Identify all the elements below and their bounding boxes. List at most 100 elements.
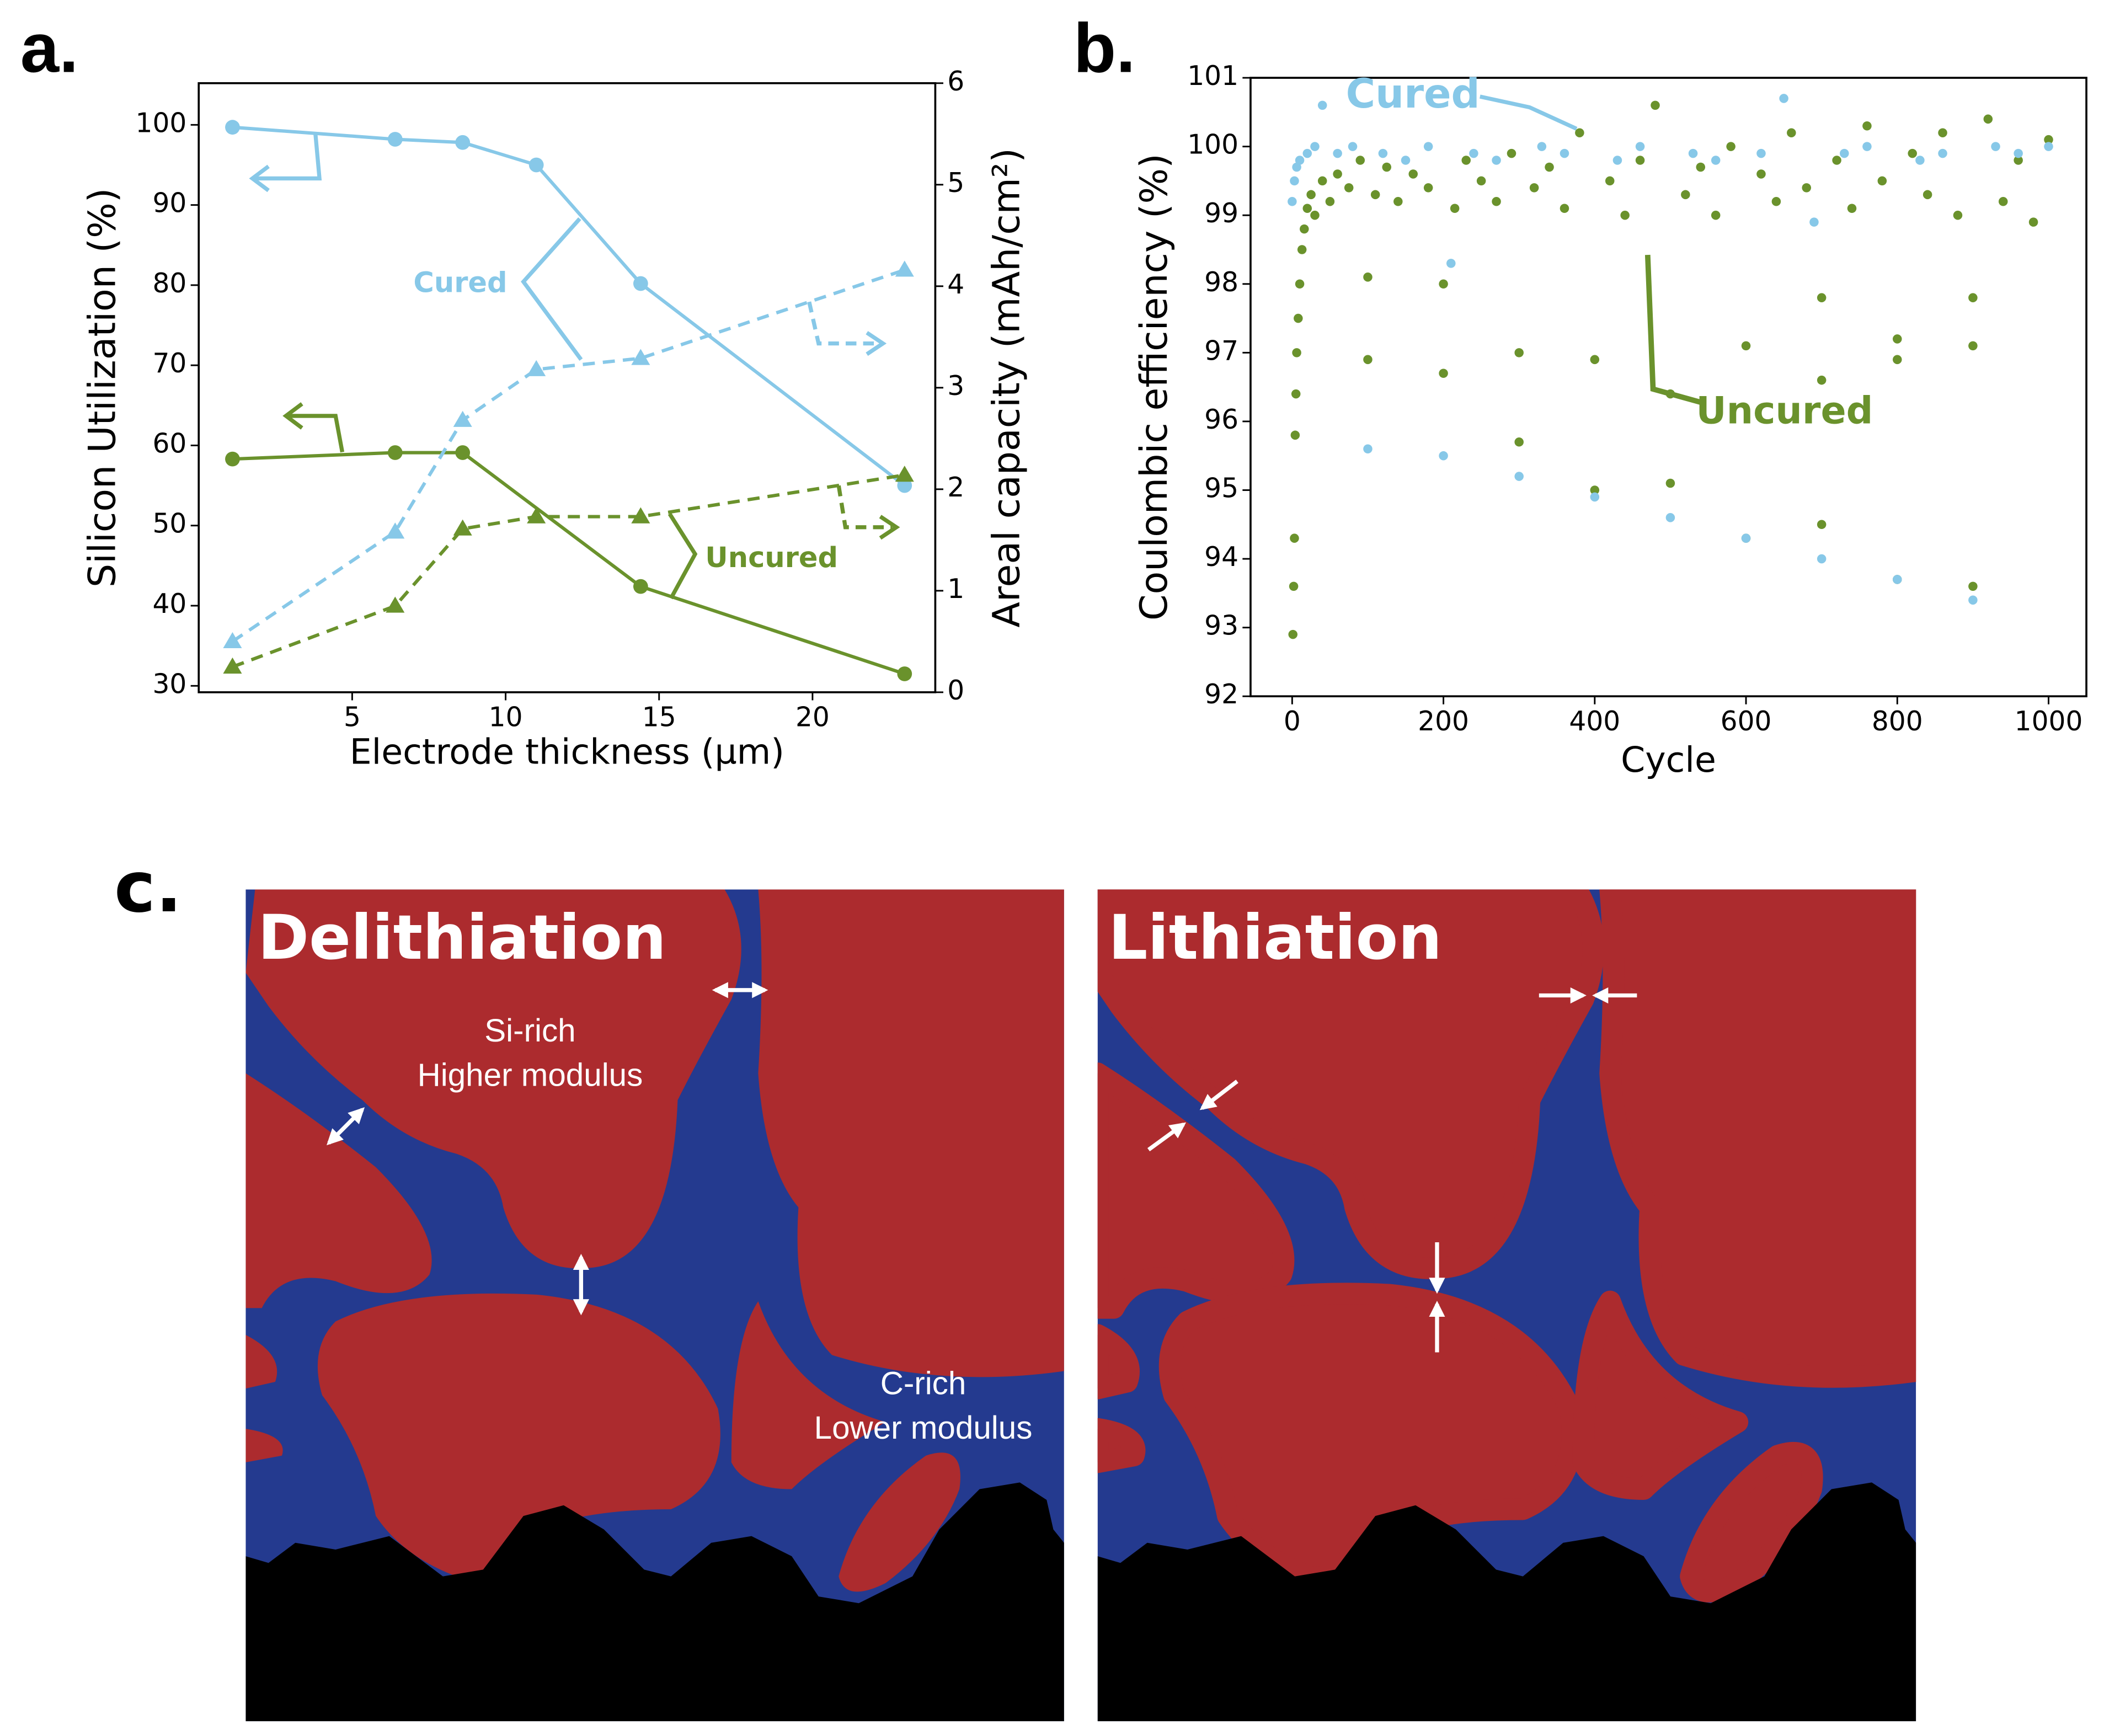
arrow [327,1107,365,1146]
y-tick-label: 99 [1204,198,1238,229]
pointer [667,512,698,600]
point [1877,176,1887,186]
point [1862,121,1872,131]
y-tick-label: 95 [1204,473,1238,504]
marker [225,451,240,467]
annotation-pointers [249,94,1702,600]
y2-tick-label: 0 [947,675,964,706]
point [1840,148,1849,158]
point [2044,142,2053,151]
marker [631,507,650,524]
point [1809,217,1819,227]
point [1817,554,1827,564]
point [1545,162,1554,172]
y-tick-label: 101 [1187,61,1238,92]
y-axis-label: Coulombic efficiency (%) [1133,153,1176,621]
pointer-head [879,515,900,540]
point [1294,313,1303,323]
y-tick-label: 100 [1187,130,1238,161]
point [1529,183,1539,193]
point [1832,156,1841,165]
point [1711,156,1721,165]
point [2028,217,2038,227]
annotation: Uncured [705,542,838,574]
point [1605,176,1615,186]
pointer [836,485,893,530]
marker [633,579,648,594]
point [1711,210,1721,220]
point [1295,156,1305,165]
marker [453,519,472,536]
point [1923,190,1932,200]
y-tick-label: 40 [152,589,186,619]
y-tick-label: 80 [152,268,186,299]
y-tick-label: 96 [1204,404,1238,435]
point [1696,162,1706,172]
marker [387,132,403,147]
point [1756,148,1766,158]
region-label: Higher modulus [418,1057,643,1093]
arrow [1199,1080,1238,1110]
y2-tick-label: 2 [947,472,964,503]
point [1469,148,1478,158]
marker [897,478,912,493]
point [1590,485,1600,495]
region-labels: Si-rich Higher modulus C-rich Lower modu… [418,1013,1033,1446]
marker [386,596,405,613]
pointer-head [866,331,887,356]
region-label: Si-rich [484,1013,575,1049]
y-axis-label: Silicon Utilization (%) [81,188,125,587]
delithiation-panel [245,889,1064,1722]
y2-tick-label: 5 [947,168,964,199]
series-line [232,473,905,669]
point [1382,162,1392,172]
annotation: Cured [413,267,507,300]
marker [386,522,405,539]
point [1665,513,1675,522]
panel-label: c. [114,847,182,928]
marker [895,466,914,482]
point [1514,348,1524,357]
y-tick-label: 50 [152,509,186,540]
point [1514,472,1524,481]
y-tick-label: 92 [1204,679,1238,710]
marker [897,666,912,681]
point [1779,94,1788,103]
point [1620,210,1630,220]
point [1290,533,1299,543]
point [1893,575,1902,584]
point [1439,368,1448,378]
point [1968,293,1978,302]
y-tick-label: 70 [152,348,186,379]
point [1802,183,1812,193]
x-tick-label: 15 [642,702,676,733]
series-line [232,125,906,487]
point [1439,451,1448,461]
x-tick-label: 1000 [2015,706,2083,737]
marker [527,507,546,524]
y-tick-label: 60 [152,428,186,459]
annotation: Cured [1346,71,1480,117]
pointer-head [282,402,303,430]
point [1290,176,1299,186]
point [1507,148,1516,158]
point [1333,148,1342,158]
y2-tick-label: 4 [947,269,964,300]
point [1393,197,1403,206]
pointer [289,414,345,453]
axes: 0 200 400 600 800 1000 92 93 94 95 96 97 98 99 100 101 C… [1133,61,2087,780]
point [1817,375,1827,385]
point [1590,355,1600,365]
point [1439,279,1448,289]
point [1560,148,1569,158]
y-tick-label: 94 [1204,542,1238,573]
point [1862,142,1872,151]
point [1681,190,1690,200]
point [1968,595,1978,605]
point [1590,492,1600,502]
marker [527,360,546,376]
x-tick-label: 800 [1872,706,1923,737]
marker [387,445,403,460]
plot-frame [197,82,937,693]
